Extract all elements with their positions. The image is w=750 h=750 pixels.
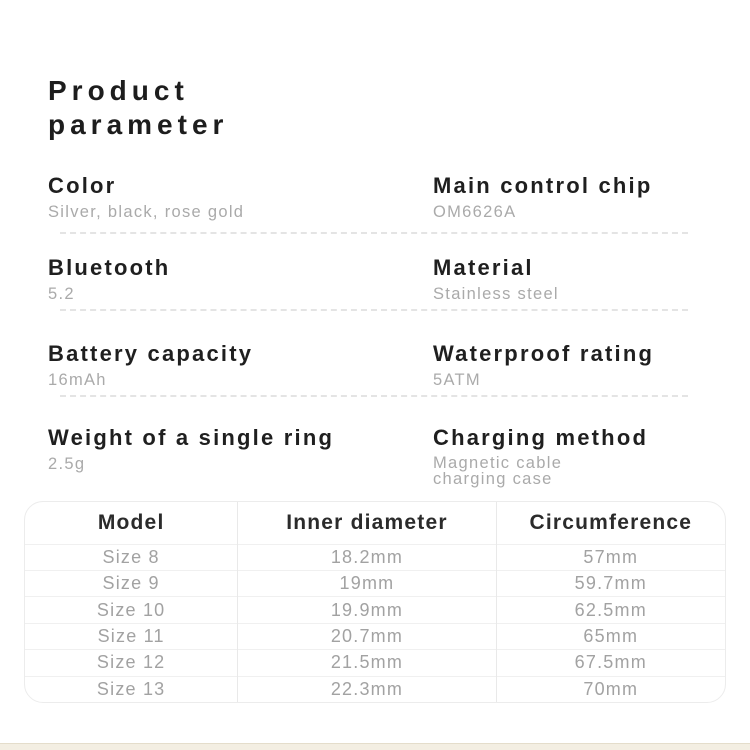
spec-material: Material Stainless steel — [433, 255, 708, 302]
spec-weight-value: 2.5g — [48, 455, 86, 473]
spec-bluetooth-value: 5.2 — [48, 285, 75, 303]
page-title-line-2: parameter — [48, 109, 229, 140]
spec-material-label: Material — [433, 255, 534, 280]
spec-waterproof-rating-value: 5ATM — [433, 371, 481, 389]
bottom-accent-strip — [0, 743, 750, 750]
column-header-model: Model — [97, 510, 165, 534]
table-header-row: Model Inner diameter Circumference — [25, 502, 725, 544]
spec-battery-capacity-label: Battery capacity — [48, 341, 254, 366]
ring-size-table-grid: Model Inner diameter Circumference Size … — [25, 502, 725, 702]
dashed-divider-3 — [60, 395, 688, 397]
spec-charging-method: Charging method Magnetic cable charging … — [433, 425, 708, 487]
cell-circumference: 65mm — [495, 622, 725, 650]
table-row: Size 8 18.2mm 57mm — [25, 543, 725, 571]
cell-model: Size 11 — [25, 622, 238, 650]
spec-main-control-chip: Main control chip OM6626A — [433, 173, 708, 220]
table-row: Size 12 21.5mm 67.5mm — [25, 649, 725, 677]
table-row: Size 13 22.3mm 70mm — [25, 675, 725, 702]
cell-inner-diameter: 18.2mm — [237, 543, 497, 571]
column-header-inner-diameter: Inner diameter — [237, 502, 497, 544]
cell-model: Size 8 — [25, 543, 238, 571]
cell-model: Size 9 — [25, 569, 238, 597]
spec-weight-label: Weight of a single ring — [48, 425, 335, 450]
spec-battery-capacity: Battery capacity 16mAh — [48, 341, 433, 388]
cell-circumference: 57mm — [495, 543, 725, 571]
page-title-line-1: Product — [48, 75, 189, 106]
spec-color-label: Color — [48, 173, 117, 198]
spec-main-control-chip-value: OM6626A — [433, 203, 517, 221]
ring-size-table: Model Inner diameter Circumference Size … — [24, 501, 726, 703]
spec-color: Color Silver, black, rose gold — [48, 173, 433, 220]
cell-circumference: 67.5mm — [495, 649, 725, 677]
dashed-divider-2 — [60, 309, 688, 311]
spec-material-value: Stainless steel — [433, 285, 559, 303]
spec-charging-method-label: Charging method — [433, 425, 649, 450]
cell-circumference: 70mm — [495, 675, 725, 702]
spec-charging-method-value: Magnetic cable charging case — [433, 454, 563, 488]
spec-row-2: Bluetooth 5.2 Material Stainless steel — [48, 255, 708, 302]
spec-color-value: Silver, black, rose gold — [48, 203, 245, 221]
spec-row-3: Battery capacity 16mAh Waterproof rating… — [48, 341, 708, 388]
dashed-divider-1 — [60, 232, 688, 234]
spec-battery-capacity-value: 16mAh — [48, 371, 107, 389]
column-header-circumference: Circumference — [495, 502, 725, 544]
table-row: Size 9 19mm 59.7mm — [25, 569, 725, 597]
cell-inner-diameter: 22.3mm — [237, 675, 497, 702]
spec-bluetooth-label: Bluetooth — [48, 255, 171, 280]
cell-inner-diameter: 20.7mm — [237, 622, 497, 650]
spec-bluetooth: Bluetooth 5.2 — [48, 255, 433, 302]
table-row: Size 11 20.7mm 65mm — [25, 622, 725, 650]
cell-circumference: 62.5mm — [495, 596, 725, 624]
cell-inner-diameter: 19.9mm — [237, 596, 497, 624]
spec-waterproof-rating: Waterproof rating 5ATM — [433, 341, 708, 388]
cell-model: Size 10 — [25, 596, 238, 624]
spec-waterproof-rating-label: Waterproof rating — [433, 341, 655, 366]
cell-model: Size 12 — [25, 649, 238, 677]
cell-model: Size 13 — [25, 675, 238, 702]
cell-inner-diameter: 19mm — [237, 569, 497, 597]
cell-circumference: 59.7mm — [495, 569, 725, 597]
cell-inner-diameter: 21.5mm — [237, 649, 497, 677]
page-title: Product parameter — [48, 74, 228, 142]
spec-row-1: Color Silver, black, rose gold Main cont… — [48, 173, 708, 220]
spec-main-control-chip-label: Main control chip — [433, 173, 653, 198]
spec-weight: Weight of a single ring 2.5g — [48, 425, 433, 487]
table-row: Size 10 19.9mm 62.5mm — [25, 596, 725, 624]
spec-row-4: Weight of a single ring 2.5g Charging me… — [48, 425, 708, 487]
